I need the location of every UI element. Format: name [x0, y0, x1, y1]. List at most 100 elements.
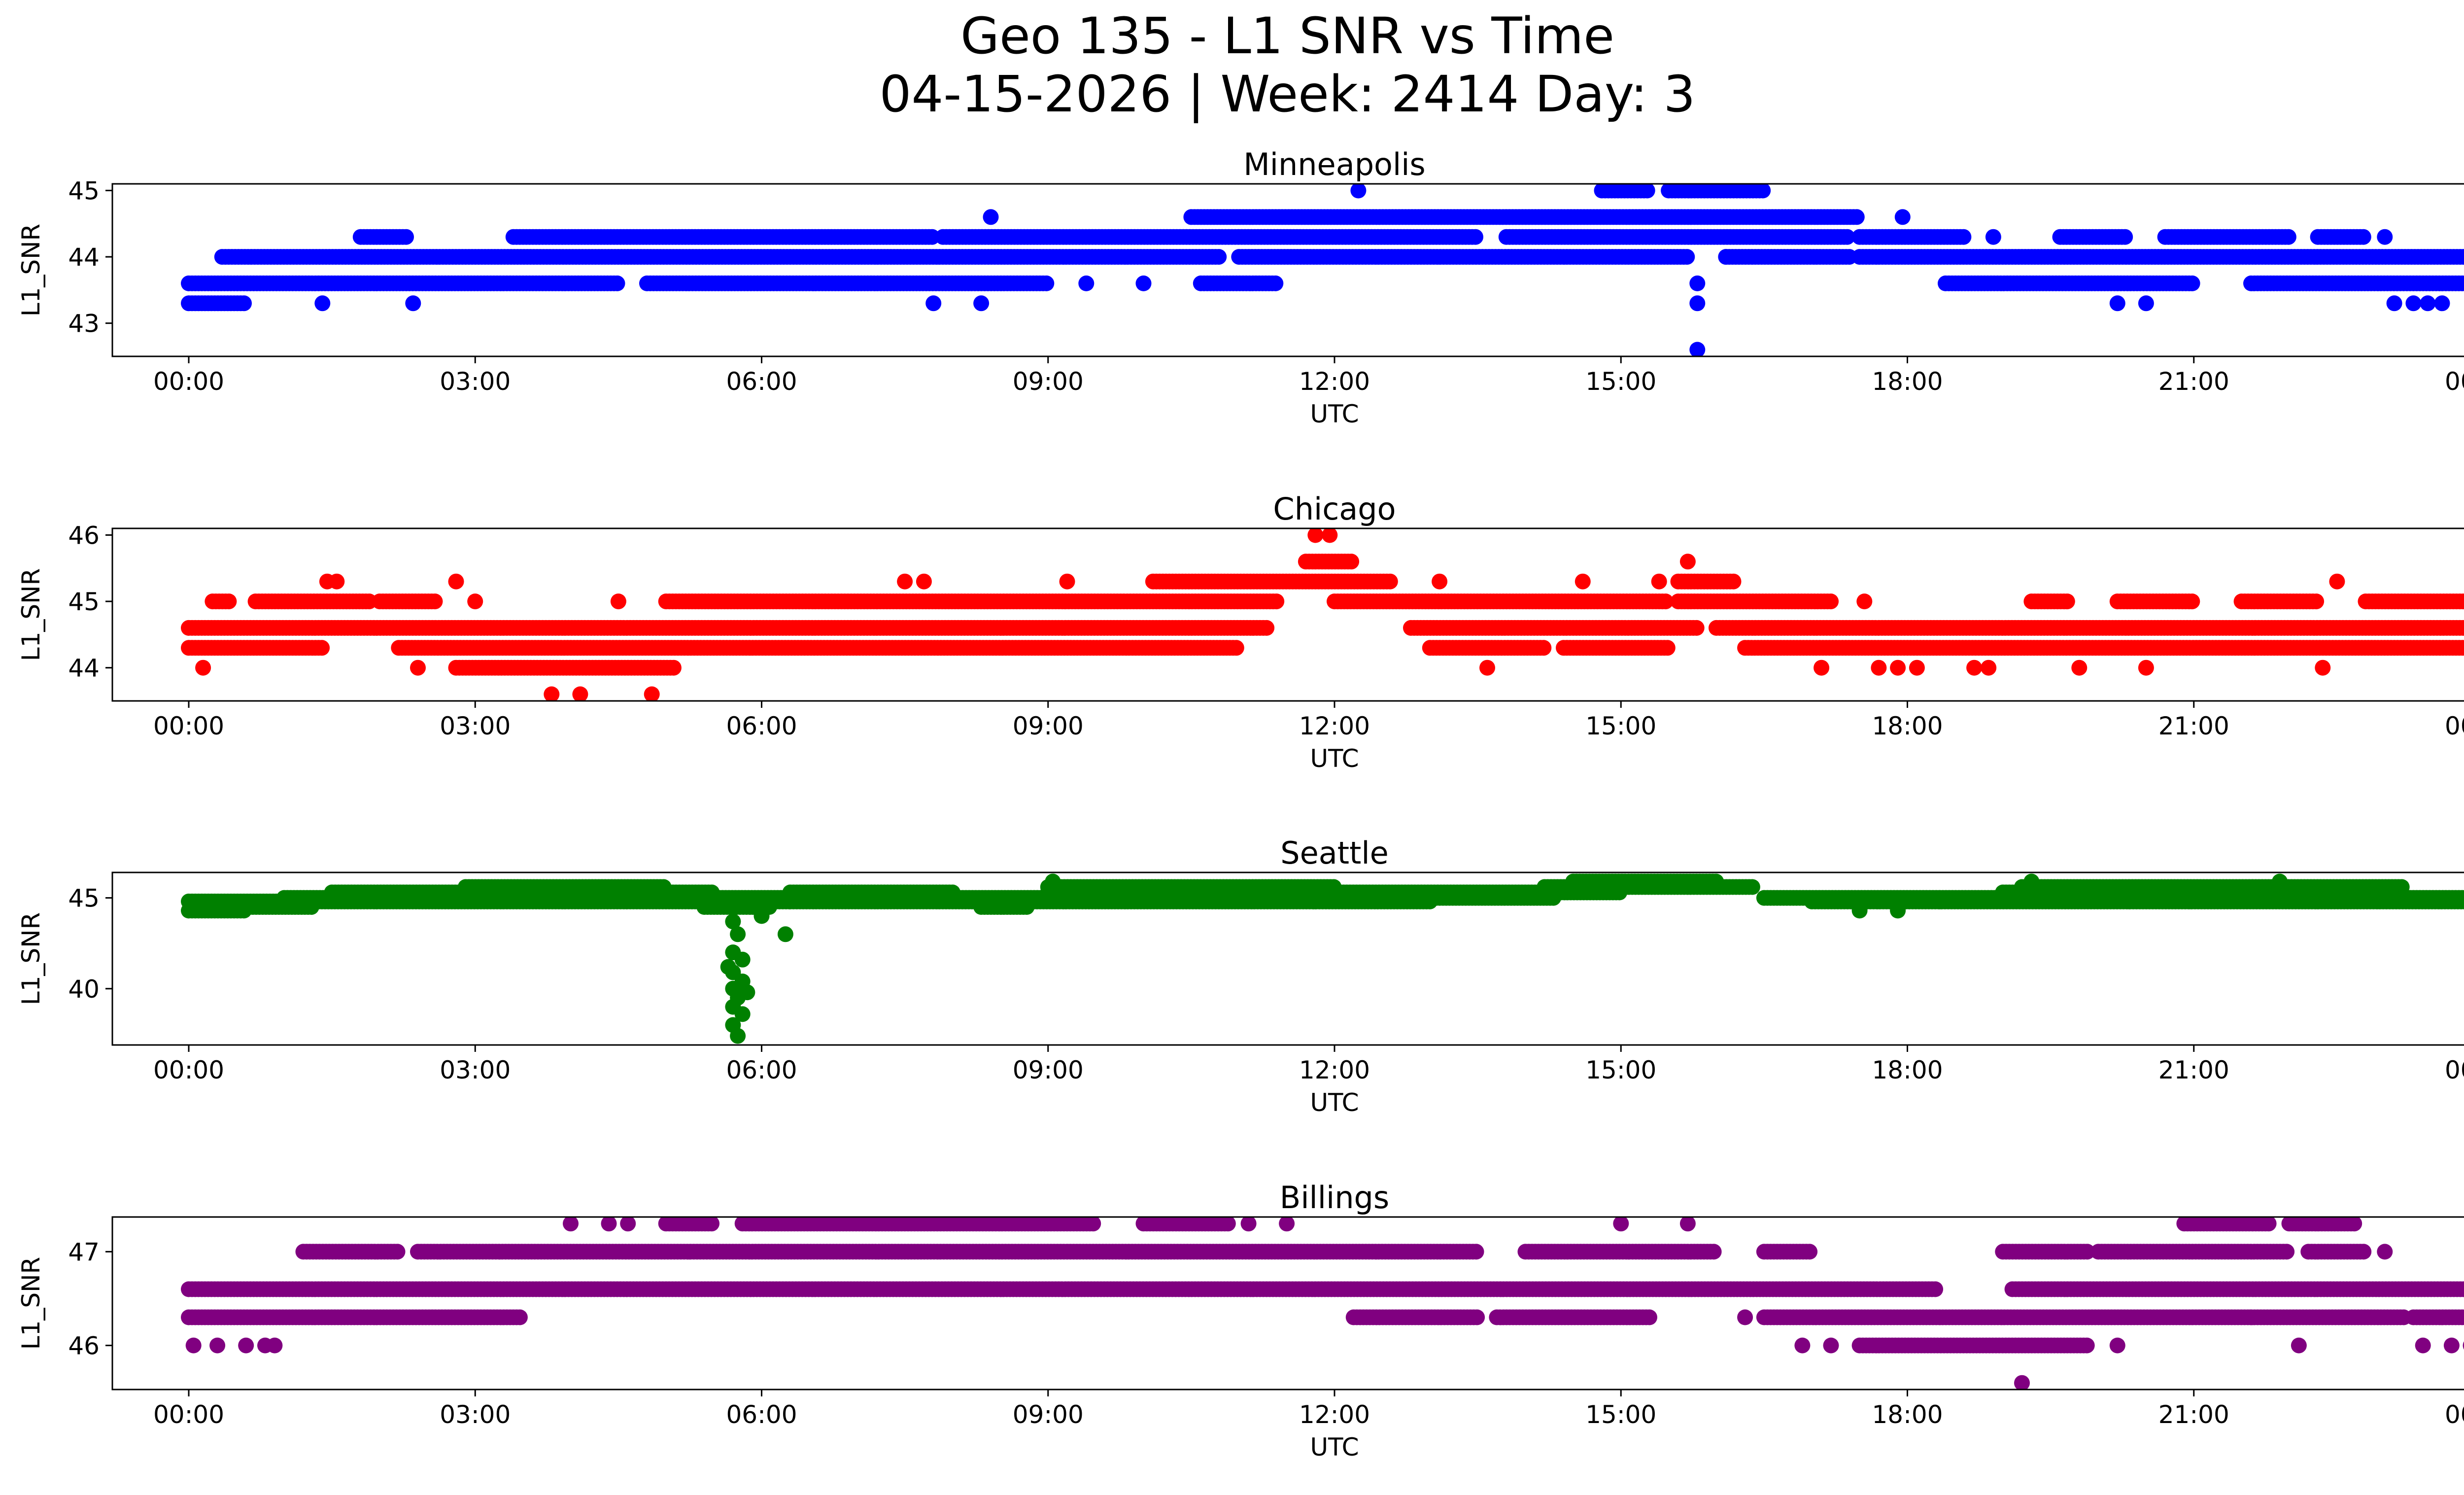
data-point	[897, 573, 913, 590]
x-tick-label: 12:00	[1299, 712, 1370, 740]
x-tick-label: 12:00	[1299, 367, 1370, 396]
series-segment	[2243, 275, 2464, 291]
data-point	[2355, 229, 2371, 245]
x-tick-label: 03:00	[440, 367, 511, 396]
data-point	[1135, 275, 1152, 291]
data-point	[1468, 229, 1483, 245]
data-point	[544, 686, 560, 701]
series-segment	[214, 249, 1227, 265]
x-axis-label: UTC	[1310, 400, 1359, 428]
data-point	[236, 295, 252, 312]
data-point	[2458, 593, 2464, 609]
series-segment	[1498, 229, 1855, 245]
subplot-title: Minneapolis	[1243, 146, 1426, 182]
data-point	[1432, 573, 1448, 590]
subplot-chicago: 00:00 03:00 06:00 09:00 12:00 15:00 18:00 21:00…	[17, 491, 2464, 773]
series-segment	[352, 229, 414, 245]
data-point	[1059, 573, 1075, 590]
y-tick-label: 45	[68, 176, 100, 205]
series-segment	[448, 660, 682, 676]
data-point	[195, 660, 211, 676]
series-segment	[1670, 573, 1742, 590]
y-tick-label: 46	[68, 521, 100, 550]
y-tick-label: 45	[68, 588, 100, 616]
data-point	[1848, 209, 1865, 225]
data-point	[1689, 275, 1706, 291]
series-segment	[181, 620, 1275, 636]
data-point	[2459, 249, 2464, 265]
data-point	[983, 209, 999, 225]
data-point	[2184, 275, 2200, 291]
x-tick-label: 06:00	[726, 712, 797, 740]
x-tick-label: 03:00	[440, 712, 511, 740]
series-segment	[1737, 640, 2464, 656]
x-tick-label: 00:00	[153, 367, 224, 396]
data-point	[2458, 620, 2464, 636]
data-point	[1966, 660, 1983, 676]
data-point	[1894, 209, 1911, 225]
data-point	[644, 686, 660, 701]
series-segment	[2157, 229, 2296, 245]
data-point	[2138, 295, 2154, 312]
series-segment	[2023, 593, 2075, 610]
data-point	[314, 295, 331, 312]
y-tick-label: 44	[68, 654, 100, 683]
data-point	[2308, 593, 2325, 610]
data-point	[1574, 573, 1591, 590]
data-point	[1679, 554, 1696, 570]
data-point	[609, 275, 625, 291]
data-point	[1651, 573, 1667, 590]
data-point	[1479, 660, 1495, 676]
data-point	[1718, 249, 1734, 265]
series-segment	[1145, 573, 1398, 590]
data-point	[2315, 660, 2331, 676]
data-point	[2329, 573, 2345, 590]
series-segment	[1193, 275, 1284, 291]
data-point	[1639, 184, 1655, 199]
x-tick-label: 09:00	[1013, 712, 1084, 740]
series-segment	[639, 275, 1055, 291]
figure-title-line2: 04-15-2026 | Week: 2414 Day: 3	[879, 65, 1696, 124]
scatter-markers	[181, 873, 2464, 1044]
data-point	[1856, 593, 1873, 610]
series-segment	[2310, 229, 2371, 245]
data-point	[1909, 660, 1925, 676]
data-point	[2109, 295, 2125, 312]
series-segment	[1298, 554, 1360, 570]
series-segment	[1422, 640, 1552, 656]
data-point	[2280, 229, 2296, 245]
y-axis-label: L1_SNR	[17, 224, 45, 317]
data-point	[467, 593, 483, 610]
series-segment	[1718, 249, 1857, 265]
series-segment	[2109, 593, 2200, 610]
data-point	[2377, 229, 2393, 245]
x-tick-label: 00:00	[2445, 712, 2464, 740]
x-tick-label: 15:00	[1585, 367, 1656, 396]
data-point	[1307, 528, 1324, 543]
data-point	[1981, 660, 1997, 676]
data-point	[2059, 593, 2075, 610]
data-point	[398, 229, 414, 245]
data-point	[2117, 229, 2133, 245]
series-segment	[2358, 593, 2464, 610]
y-axis-label: L1_SNR	[17, 568, 45, 661]
data-point	[1228, 640, 1244, 656]
data-point	[1078, 275, 1095, 291]
data-point	[2184, 593, 2200, 610]
series-segment	[1594, 184, 1655, 199]
data-point	[2434, 295, 2450, 312]
data-point	[1038, 275, 1055, 291]
y-tick-label: 43	[68, 310, 100, 338]
data-point	[1985, 229, 2001, 245]
data-point	[448, 573, 464, 590]
x-tick-label: 00:00	[153, 712, 224, 740]
series-segment	[1327, 593, 1674, 610]
scatter-markers	[181, 528, 2464, 701]
data-point	[704, 884, 720, 901]
data-point	[2462, 622, 2464, 634]
data-point	[1268, 593, 1285, 610]
data-point	[2071, 660, 2088, 676]
data-point	[2405, 295, 2422, 312]
subplot-minneapolis: 00:00 03:00 06:00 09:00 12:00 15:00 18:00 21:00…	[17, 146, 2464, 428]
data-point	[973, 295, 990, 312]
